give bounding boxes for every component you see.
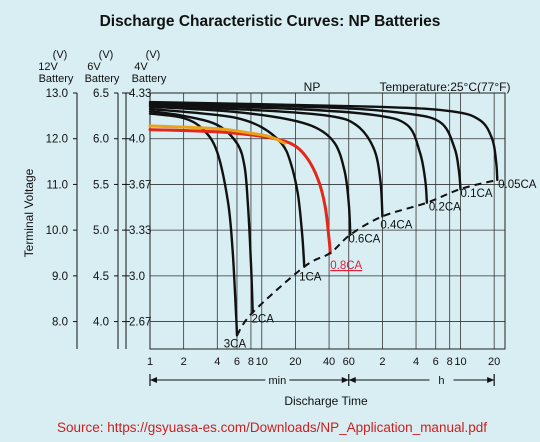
discharge-curve-0_1CA xyxy=(148,101,462,191)
y-axis-name: Battery xyxy=(85,73,120,85)
x-tick-label: 6 xyxy=(234,356,240,368)
y-tick-label: 6.5 xyxy=(93,88,109,100)
y-tick-label: 4.0 xyxy=(93,317,109,329)
source-note: Source: https://gsyuasa-es.com/Downloads… xyxy=(57,420,487,435)
curve-label: 0.4CA xyxy=(380,219,412,231)
discharge-curve-0_2CA xyxy=(148,103,429,204)
min-unit-label: min xyxy=(269,375,287,387)
y-tick-label: 5.0 xyxy=(93,225,109,237)
x-tick-label: 60 xyxy=(343,356,355,368)
arrow-head xyxy=(150,377,157,383)
curve-label: 0.05CA xyxy=(498,179,537,191)
x-tick-label: 20 xyxy=(488,356,500,368)
x-tick-label: 4 xyxy=(214,356,220,368)
y-axis-unit: (V) xyxy=(53,49,68,61)
y-tick-label: 2.67 xyxy=(129,317,151,329)
discharge-curve-0_4CA xyxy=(148,104,384,218)
y-axis-name: 4V xyxy=(134,61,148,73)
y-tick-label: 4.0 xyxy=(129,134,145,146)
discharge-curve-2CA xyxy=(148,110,254,314)
label-bg xyxy=(429,373,454,386)
y-axis-name: Battery xyxy=(132,73,167,85)
x-tick-label: 10 xyxy=(454,356,466,368)
x-tick-label: 8 xyxy=(447,356,453,368)
y-tick-label: 4.5 xyxy=(93,271,109,283)
y-tick-label: 5.5 xyxy=(93,179,109,191)
discharge-curve-highlight xyxy=(148,124,287,145)
series-label: NP xyxy=(304,80,321,94)
h-unit-label: h xyxy=(438,375,444,387)
x-tick-label: 2 xyxy=(181,356,187,368)
y-tick-label: 11.0 xyxy=(46,179,68,191)
curve-label: 0.6CA xyxy=(348,234,380,246)
x-tick-label: 40 xyxy=(323,356,335,368)
y-axis-name: 12V xyxy=(38,61,58,73)
y-tick-label: 10.0 xyxy=(46,225,68,237)
label-bg xyxy=(265,373,290,386)
x-tick-label: 20 xyxy=(289,356,301,368)
x-tick-label: 1 xyxy=(147,356,153,368)
curve-label: 3CA xyxy=(224,338,247,350)
arrow-head xyxy=(348,377,356,383)
chart-title: Discharge Characteristic Curves: NP Batt… xyxy=(100,13,441,30)
plot-frame xyxy=(149,92,506,350)
x-tick-label: 8 xyxy=(248,356,254,368)
arrow-head xyxy=(341,377,349,383)
y-tick-label: 3.0 xyxy=(129,271,145,283)
y-tick-label: 9.0 xyxy=(52,271,68,283)
discharge-curve-3CA xyxy=(148,112,239,337)
curve-label: 0.2CA xyxy=(429,202,461,214)
x-tick-label: 6 xyxy=(433,356,439,368)
y-tick-label: 3.67 xyxy=(129,179,151,191)
x-axis-title: Discharge Time xyxy=(284,394,368,408)
y-tick-label: 4.33 xyxy=(129,88,151,100)
series-group xyxy=(148,100,499,337)
curve-label: 1CA xyxy=(299,272,322,284)
y-tick-label: 12.0 xyxy=(46,134,68,146)
discharge-curve-0_05CA xyxy=(148,100,499,182)
y-axis-name: 6V xyxy=(87,61,101,73)
y-tick-label: 13.0 xyxy=(46,88,68,100)
x-tick-label: 10 xyxy=(256,356,268,368)
arrow-head xyxy=(487,377,495,383)
temperature-label: Temperature:25°C(77°F) xyxy=(380,80,511,94)
curve-label: 2CA xyxy=(252,313,275,325)
y-tick-label: 6.0 xyxy=(93,134,109,146)
x-tick-label: 2 xyxy=(379,356,385,368)
discharge-curve-0_6CA xyxy=(148,105,352,236)
curve-label: 0.1CA xyxy=(461,188,493,200)
y-axis-unit: (V) xyxy=(146,49,161,61)
y-axis-name: Battery xyxy=(39,73,74,85)
x-tick-label: 4 xyxy=(413,356,419,368)
y-axis-unit: (V) xyxy=(99,49,114,61)
y-axis-title: Terminal Voltage xyxy=(22,168,36,257)
y-tick-label: 3.33 xyxy=(129,225,151,237)
discharge-curve-0_8CA xyxy=(148,128,332,255)
y-tick-label: 8.0 xyxy=(52,317,68,329)
curve-label: 0.8CA xyxy=(330,260,362,272)
